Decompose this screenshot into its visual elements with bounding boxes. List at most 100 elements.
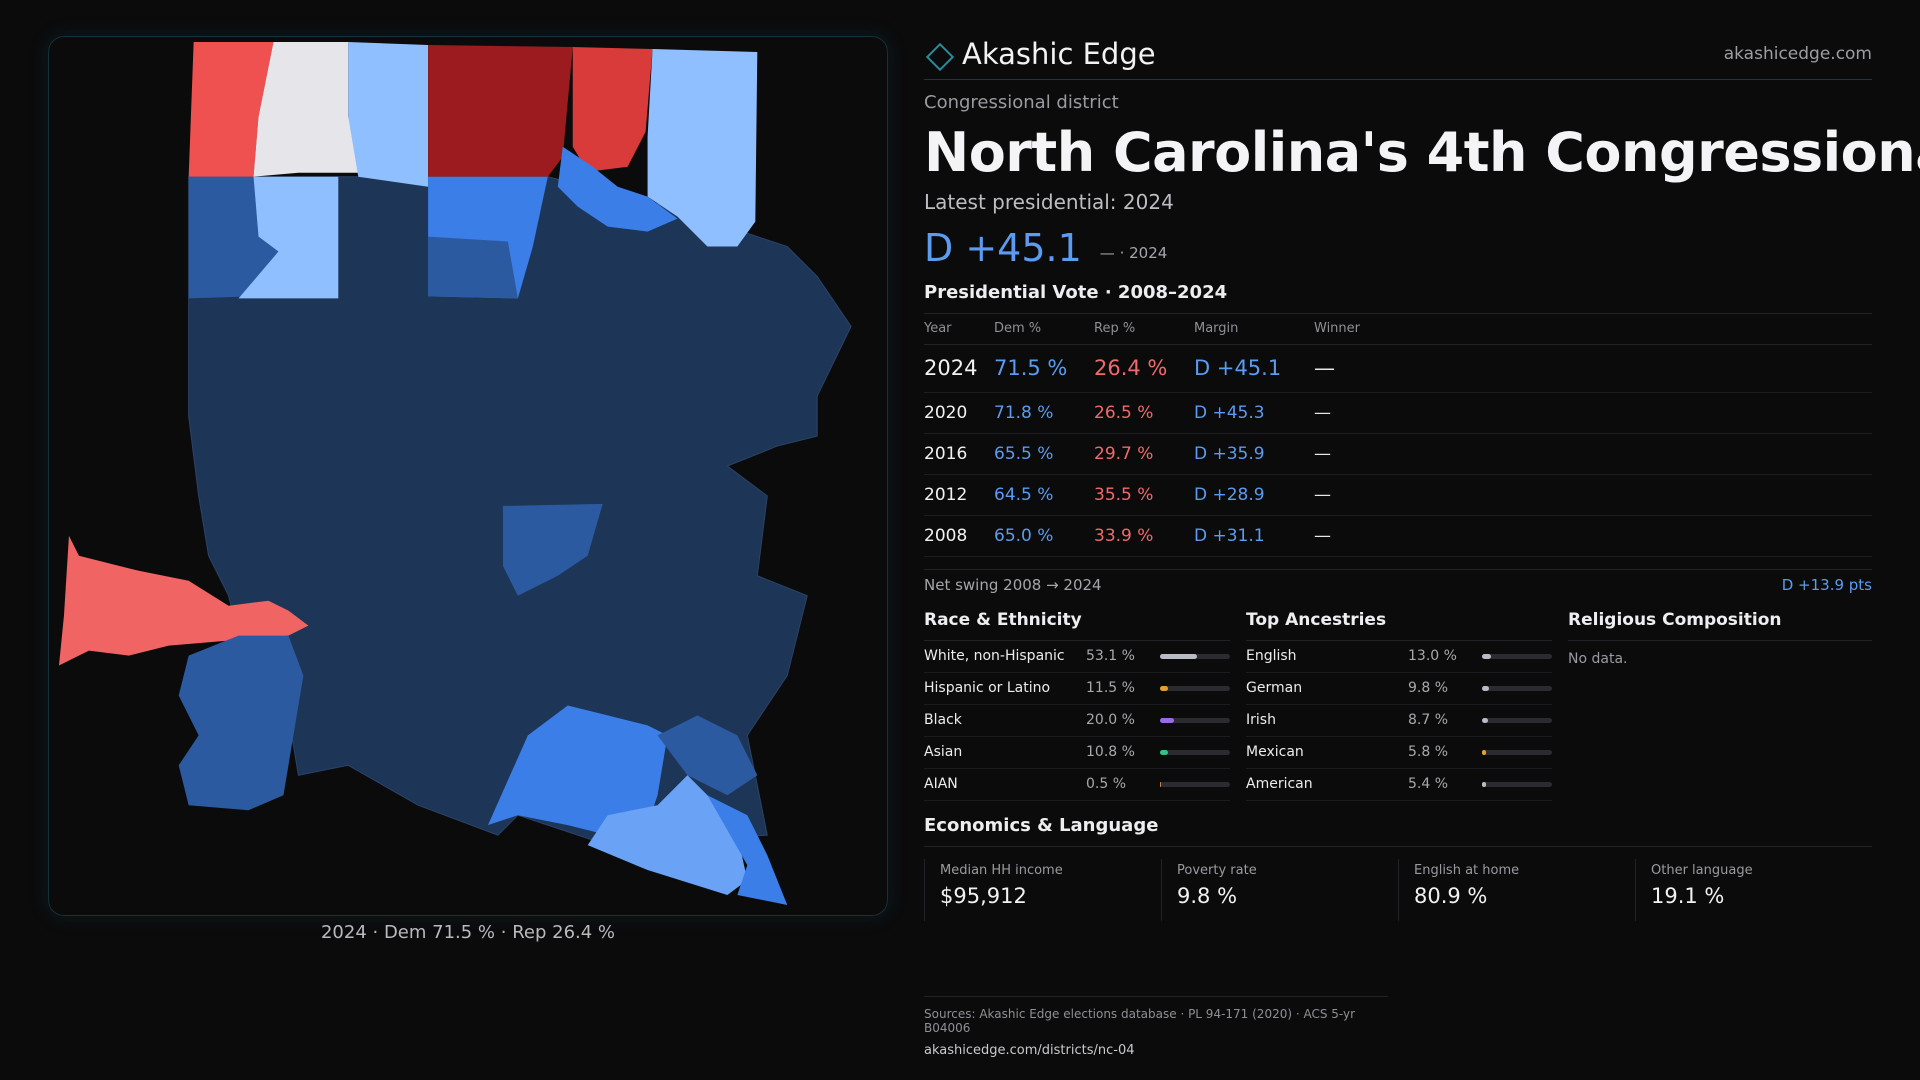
share-bar <box>1160 749 1230 755</box>
race-title: Race & Ethnicity <box>924 610 1230 641</box>
margin-note: — · 2024 <box>1099 244 1168 262</box>
list-item: Hispanic or Latino 11.5 % <box>924 673 1230 705</box>
share-bar-fill <box>1482 717 1489 723</box>
cell-rep: 29.7 % <box>1094 433 1194 475</box>
item-value: 53.1 % <box>1086 648 1135 664</box>
religion-title: Religious Composition <box>1568 610 1872 641</box>
diamond-logo-icon <box>925 42 955 71</box>
stat-label: English at home <box>1414 862 1520 878</box>
cell-winner: — <box>1314 344 1872 393</box>
share-bar <box>1160 685 1230 691</box>
cell-year: 2012 <box>924 474 994 516</box>
item-value: 20.0 % <box>1086 712 1135 728</box>
cell-margin: D +31.1 <box>1194 515 1314 557</box>
list-item: English 13.0 % <box>1246 641 1552 673</box>
share-bar-fill <box>1160 717 1174 723</box>
cell-rep: 33.9 % <box>1094 515 1194 557</box>
item-label: AIAN <box>924 776 958 792</box>
item-value: 10.8 % <box>1086 744 1135 760</box>
cell-margin: D +45.3 <box>1194 392 1314 434</box>
item-value: 5.4 % <box>1408 776 1449 792</box>
page-title: North Carolina's 4th Congressional Distr… <box>924 121 1920 184</box>
map-region-likely-dem-sw[interactable] <box>178 635 304 811</box>
list-item: American 5.4 % <box>1246 769 1552 801</box>
stat-poverty: Poverty rate 9.8 % <box>1161 858 1398 921</box>
map-region-tilt-dem-n[interactable] <box>348 42 429 187</box>
vote-table: Year Dem % Rep % Margin Winner 2024 71.5… <box>924 314 1872 557</box>
district-map[interactable] <box>48 36 888 916</box>
map-region-lean-rep-nw[interactable] <box>188 42 274 177</box>
col-rep: Rep % <box>1094 314 1194 345</box>
stat-income: Median HH income $95,912 <box>924 858 1161 921</box>
table-row: 2012 64.5 % 35.5 % D +28.9 — <box>924 474 1872 516</box>
cell-dem: 65.5 % <box>994 433 1094 475</box>
stat-english: English at home 80.9 % <box>1398 858 1635 921</box>
map-region-tilt-dem-w2[interactable] <box>238 176 339 299</box>
stat-other-language: Other language 19.1 % <box>1635 858 1872 921</box>
share-bar <box>1482 781 1552 787</box>
col-winner: Winner <box>1314 314 1872 345</box>
cell-winner: — <box>1314 474 1872 516</box>
col-dem: Dem % <box>994 314 1094 345</box>
map-region-lean-dem-se[interactable] <box>487 705 668 836</box>
margin-summary: D +45.1 — · 2024 <box>924 226 1872 270</box>
cell-rep: 26.4 % <box>1094 344 1194 393</box>
item-value: 0.5 % <box>1086 776 1127 792</box>
district-url[interactable]: akashicedge.com/districts/nc-04 <box>924 1043 1135 1058</box>
econ-stats: Median HH income $95,912 Poverty rate 9.… <box>924 858 1872 921</box>
cell-winner: — <box>1314 515 1872 557</box>
item-label: Mexican <box>1246 744 1304 760</box>
table-row: 2016 65.5 % 29.7 % D +35.9 — <box>924 433 1872 475</box>
stat-label: Poverty rate <box>1177 862 1257 878</box>
share-bar-fill <box>1482 653 1492 659</box>
map-region-lean-rep-ne[interactable] <box>572 47 653 172</box>
share-bar-fill <box>1482 685 1489 691</box>
item-value: 13.0 % <box>1408 648 1457 664</box>
map-region-lean-dem-se2[interactable] <box>707 795 788 905</box>
page-kicker: Congressional district <box>924 92 1119 113</box>
site-link[interactable]: akashicedge.com <box>1723 43 1872 64</box>
econ-title: Economics & Language <box>924 815 1872 847</box>
item-value: 5.8 % <box>1408 744 1449 760</box>
cell-margin: D +35.9 <box>1194 433 1314 475</box>
map-region-tilt-dem-se[interactable] <box>587 775 748 895</box>
map-region-likely-dem-nc[interactable] <box>428 236 518 299</box>
map-region-likely-dem-e[interactable] <box>657 715 758 796</box>
ancestry-title: Top Ancestries <box>1246 610 1552 641</box>
map-region-likely-dem-sc[interactable] <box>502 503 603 596</box>
share-bar <box>1482 653 1552 659</box>
map-region-likely-dem-w[interactable] <box>188 176 279 299</box>
cell-rep: 26.5 % <box>1094 392 1194 434</box>
map-region-tossup-n[interactable] <box>253 42 364 177</box>
brand[interactable]: Akashic Edge <box>924 37 1156 71</box>
map-region-lean-dem-ne2[interactable] <box>557 146 678 232</box>
item-label: White, non-Hispanic <box>924 648 1065 664</box>
col-margin: Margin <box>1194 314 1314 345</box>
list-item: Mexican 5.8 % <box>1246 737 1552 769</box>
latest-presidential: Latest presidential: 2024 <box>924 190 1174 214</box>
table-row: 2008 65.0 % 33.9 % D +31.1 — <box>924 515 1872 557</box>
item-label: Irish <box>1246 712 1276 728</box>
cell-margin: D +45.1 <box>1194 344 1314 393</box>
district-detail-panel: Akashic Edge akashicedge.com Congression… <box>924 36 1920 921</box>
race-section: Race & Ethnicity White, non-Hispanic 53.1… <box>924 610 1230 801</box>
share-bar-fill <box>1160 653 1198 659</box>
sources: Sources: Akashic Edge elections database… <box>924 1007 1356 1035</box>
swing-value: D +13.9 pts <box>1781 575 1872 594</box>
item-label: American <box>1246 776 1313 792</box>
cell-year: 2008 <box>924 515 994 557</box>
margin-value: D +45.1 <box>924 226 1082 270</box>
map-region-safe-rep-n[interactable] <box>428 45 573 177</box>
col-year: Year <box>924 314 994 345</box>
stat-label: Median HH income <box>940 862 1063 878</box>
cell-winner: — <box>1314 433 1872 475</box>
list-item: Black 20.0 % <box>924 705 1230 737</box>
share-bar-fill <box>1160 781 1162 787</box>
item-label: Black <box>924 712 962 728</box>
demographics: Race & Ethnicity White, non-Hispanic 53.1… <box>924 610 1872 801</box>
net-swing: Net swing 2008 → 2024 D +13.9 pts <box>924 568 1872 594</box>
map-region-tilt-dem-ne[interactable] <box>647 49 758 247</box>
religion-empty: No data. <box>1568 650 1628 667</box>
map-region-lean-rep-west[interactable] <box>58 535 309 666</box>
brand-header: Akashic Edge akashicedge.com <box>924 36 1872 80</box>
